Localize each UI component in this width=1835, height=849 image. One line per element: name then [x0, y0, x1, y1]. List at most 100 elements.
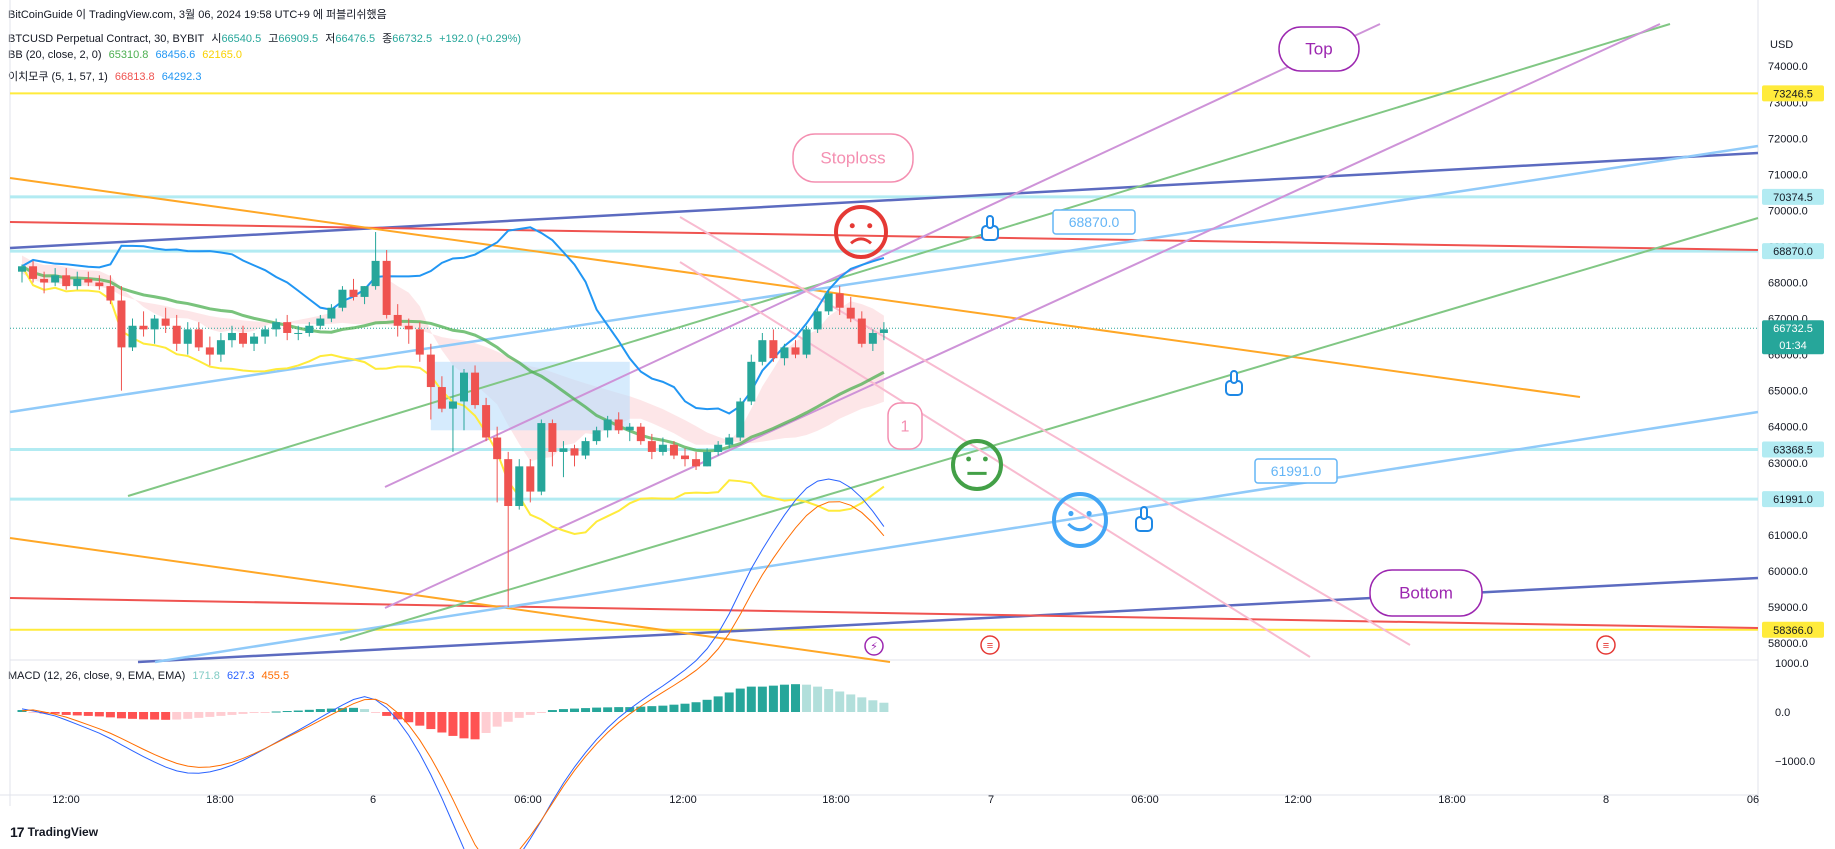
- macd-histogram-bar: [437, 712, 447, 733]
- thumbs-hand-icon: [1225, 370, 1243, 396]
- candle-body: [614, 419, 623, 431]
- bb-legend[interactable]: BB (20, close, 2, 0) 65310.8 68456.6 621…: [8, 49, 246, 61]
- macd-histogram-bar: [304, 709, 314, 712]
- price-note-box: [1052, 209, 1136, 235]
- candle-body: [504, 459, 513, 507]
- macd-histogram-bar: [415, 712, 425, 726]
- neutral-face-icon: [951, 439, 1003, 491]
- macd-histogram-bar: [846, 694, 856, 712]
- price-tick-label: 71000.0: [1768, 169, 1808, 181]
- sad-face-icon: [834, 205, 888, 259]
- ichimoku-legend[interactable]: 이치모쿠 (5, 1, 57, 1) 66813.8 64292.3: [8, 68, 205, 84]
- face-eye: [966, 456, 971, 462]
- symbol-legend[interactable]: BTCUSD Perpetual Contract, 30, BYBIT 시66…: [8, 30, 525, 46]
- candle-body: [338, 289, 347, 308]
- candle-body: [846, 307, 855, 319]
- price-note-text: 61991.0: [1271, 463, 1322, 479]
- time-tick-label: 18:00: [822, 794, 850, 806]
- candle-body: [62, 275, 71, 287]
- number-callout-text: 1: [901, 418, 910, 435]
- trendline: [127, 23, 1671, 497]
- macd-histogram-bar: [161, 712, 171, 720]
- publisher-line: BitCoinGuide 이 TradingView.com, 3월 06, 2…: [8, 9, 387, 21]
- event-circle: [1596, 635, 1616, 655]
- trendline: [679, 216, 1411, 646]
- candle-body: [139, 325, 148, 330]
- candle-body: [73, 278, 82, 287]
- tradingview-footer[interactable]: 17 TradingView: [10, 824, 98, 840]
- macd-histogram-bar: [481, 712, 491, 733]
- macd-histogram-bar: [824, 689, 834, 712]
- bb-basis-line: [21, 264, 885, 453]
- face-mouth: [850, 237, 872, 245]
- ichimoku-cloud: [22, 255, 884, 462]
- candle-body: [95, 282, 104, 287]
- ichimoku-label: 이치모쿠 (5, 1, 57, 1): [8, 71, 108, 83]
- macd-histogram-bar: [17, 710, 27, 712]
- ohlc-open-label: 시: [211, 33, 222, 45]
- macd-histogram-bar: [249, 712, 259, 713]
- stoploss-callout-box: [792, 133, 914, 183]
- price-badge-text: 61991.0: [1773, 494, 1813, 506]
- candle-body: [603, 419, 612, 431]
- time-tick-label: 6: [370, 794, 376, 806]
- candle-body: [371, 260, 380, 287]
- time-tick-label: 8: [1603, 794, 1609, 806]
- macd-histogram-bar: [216, 712, 226, 716]
- candle-body: [868, 332, 877, 344]
- candle-body: [415, 329, 424, 355]
- candle-body: [791, 347, 800, 355]
- ichimoku-value-b: 64292.3: [161, 71, 202, 83]
- price-badge-box: [1762, 85, 1824, 102]
- candle-body: [769, 340, 778, 359]
- macd-signal-value: 455.5: [261, 670, 290, 682]
- trendline: [384, 23, 1661, 609]
- macd-histogram-bar: [746, 686, 756, 712]
- macd-histogram-bar: [525, 712, 535, 715]
- price-badge-box: [1762, 243, 1824, 260]
- macd-histogram-bar: [768, 685, 778, 712]
- macd-histogram-bar: [581, 708, 591, 712]
- macd-histogram-bar: [802, 684, 812, 712]
- ohlc-open: 66540.5: [221, 33, 262, 45]
- face-outline: [1052, 492, 1108, 548]
- number-callout: 1: [887, 402, 923, 450]
- macd-histogram-bar: [614, 707, 624, 712]
- macd-histogram-bar: [28, 712, 38, 713]
- price-badge-box: [1762, 621, 1824, 638]
- trendline: [679, 261, 1311, 658]
- macd-histogram-bar: [570, 708, 579, 712]
- macd-histogram-bar: [426, 712, 436, 730]
- symbol-title: BTCUSD Perpetual Contract, 30, BYBIT: [8, 33, 205, 45]
- candle-body: [714, 444, 723, 452]
- us-flag-event-icon: ≡: [1596, 635, 1616, 655]
- trendline: [339, 217, 1759, 641]
- macd-histogram-bar: [194, 712, 204, 718]
- price-note-text: 68870.0: [1069, 214, 1120, 230]
- top-callout: Top: [1278, 26, 1360, 72]
- macd-histogram-bar: [150, 712, 160, 720]
- macd-histogram-bar: [360, 709, 370, 712]
- candle-body: [294, 332, 303, 334]
- price-tick-label: 72000.0: [1768, 133, 1808, 145]
- price-badge-text: 58366.0: [1773, 625, 1813, 637]
- candle-body: [283, 322, 292, 333]
- macd-legend[interactable]: MACD (12, 26, close, 9, EMA, EMA) 171.8 …: [8, 670, 293, 682]
- macd-histogram-bar: [492, 712, 502, 727]
- face-outline: [951, 439, 1003, 491]
- candle-body: [526, 466, 535, 492]
- trendline: [384, 23, 1381, 488]
- face-eye: [983, 456, 988, 462]
- candle-body: [725, 437, 734, 445]
- face-eye: [849, 223, 855, 229]
- macd-histogram-bar: [658, 705, 668, 712]
- event-glyph: ≡: [1603, 640, 1609, 652]
- macd-histogram-bar: [603, 707, 613, 712]
- bottom-callout-text: Bottom: [1399, 584, 1453, 603]
- candle-body: [117, 300, 126, 348]
- candle-body: [360, 286, 369, 297]
- candle-body: [327, 307, 336, 319]
- bottom-callout-box: [1369, 569, 1483, 617]
- tradingview-brand: TradingView: [27, 825, 99, 839]
